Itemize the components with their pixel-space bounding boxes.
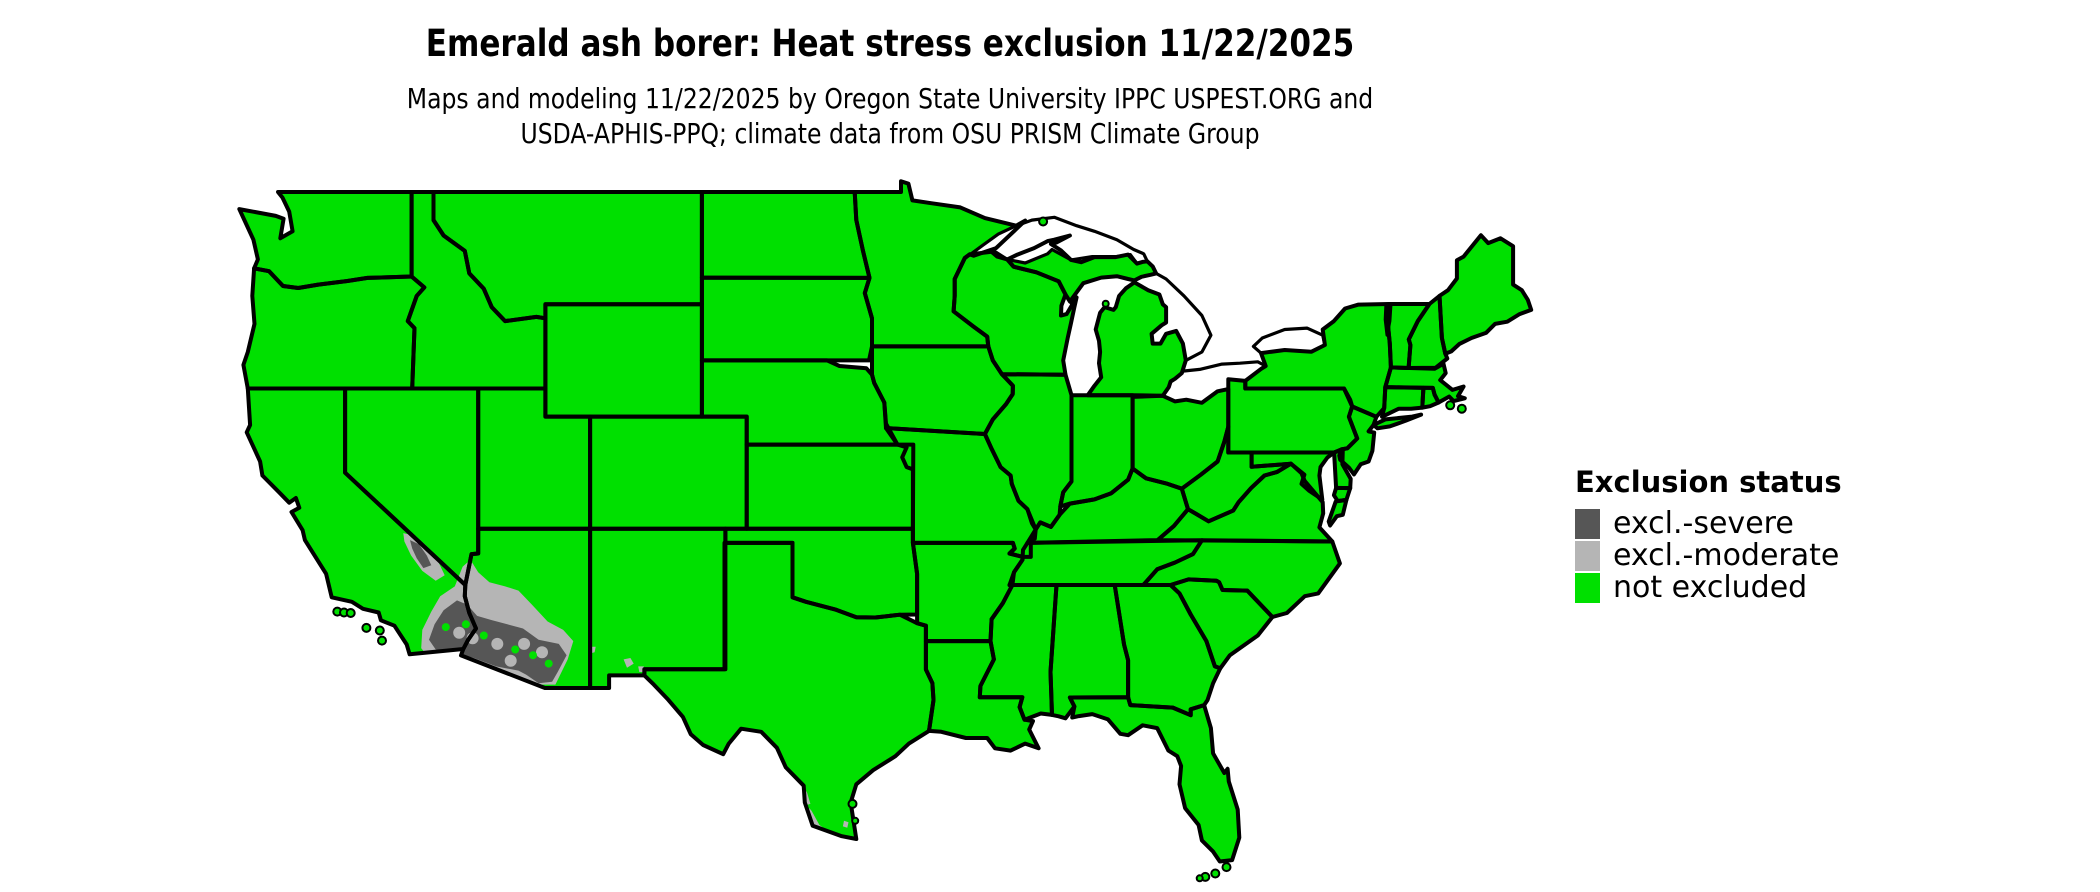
legend-swatch-severe-icon: [1575, 509, 1600, 539]
map-title: Emerald ash borer: Heat stress exclusion…: [425, 22, 1355, 65]
legend-item-not-excluded: not excluded: [1575, 573, 2055, 603]
map-header: Emerald ash borer: Heat stress exclusion…: [142, 0, 1637, 151]
legend-swatch-moderate-icon: [1575, 541, 1600, 571]
legend-swatch-not-excluded-icon: [1575, 573, 1600, 603]
islands: [332, 216, 1467, 883]
legend-title: Exclusion status: [1575, 465, 1842, 499]
legend-item-moderate: excl.-moderate: [1575, 541, 2055, 571]
legend-label-moderate: excl.-moderate: [1613, 538, 1840, 573]
state-fills: [239, 181, 1532, 862]
legend-label-not-excluded: not excluded: [1613, 570, 1808, 605]
map-subtitle-line1: Maps and modeling 11/22/2025 by Oregon S…: [406, 82, 1374, 115]
legend: Exclusion status excl.-severe excl.-mode…: [1575, 465, 2055, 605]
state-borders: [237, 179, 1534, 864]
map-subtitle-line2: USDA-APHIS-PPQ; climate data from OSU PR…: [520, 117, 1260, 150]
legend-item-severe: excl.-severe: [1575, 509, 2055, 539]
legend-label-severe: excl.-severe: [1613, 506, 1794, 541]
